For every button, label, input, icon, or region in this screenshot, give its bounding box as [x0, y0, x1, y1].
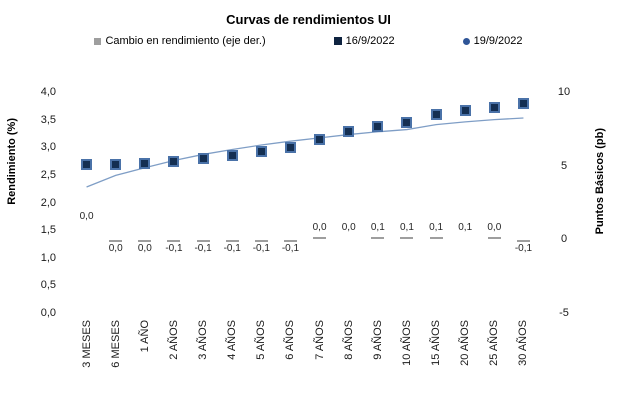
left-axis-tick: 2,5 — [40, 168, 56, 181]
legend-item-change: Cambio en rendimiento (eje der.) — [94, 35, 266, 47]
gray-bar-legend-icon — [94, 37, 102, 45]
x-axis-category-label: 8 AÑOS — [342, 320, 355, 360]
left-axis-tick: 0,5 — [40, 279, 56, 292]
left-axis-tick: 2,0 — [40, 196, 56, 209]
left-axis-tick: 4,0 — [40, 86, 56, 98]
change-value-label: -0,1 — [194, 243, 212, 255]
x-axis-category-label: 6 AÑOS — [284, 320, 297, 360]
right-axis-tick: 10 — [557, 86, 571, 98]
x-axis-category-label: 30 AÑOS — [517, 320, 530, 366]
data-point-16-9 — [168, 156, 180, 168]
left-axis-tick: 1,5 — [40, 224, 56, 237]
yield-line-path — [86, 117, 524, 188]
data-point-16-9 — [343, 126, 355, 138]
x-axis-category-label: 6 MESES — [109, 320, 122, 368]
right-axis-tick: -5 — [559, 306, 569, 319]
change-bar-dash — [313, 236, 327, 239]
change-value-label: 0,0 — [79, 211, 94, 223]
chart-legend: Cambio en rendimiento (eje der.) 16/9/20… — [0, 35, 617, 47]
change-bar-dash — [429, 236, 443, 239]
change-bar-dash — [487, 236, 501, 239]
change-bar-dash — [167, 239, 181, 242]
x-axis-category-label: 7 AÑOS — [313, 320, 326, 360]
change-bar-dash — [225, 239, 239, 242]
data-point-16-9 — [488, 101, 500, 113]
x-axis-category-label: 3 AÑOS — [197, 320, 210, 360]
x-axis-category-label: 5 AÑOS — [255, 320, 268, 360]
legend-item-16-9-2022: 16/9/2022 — [333, 35, 395, 47]
change-value-label: 0,1 — [429, 222, 444, 234]
data-point-16-9 — [197, 153, 209, 165]
change-bar-dash — [138, 239, 152, 242]
change-value-label: -0,1 — [223, 243, 241, 255]
change-value-label: 0,0 — [137, 243, 152, 255]
left-axis-tick-labels: 4,0 3,5 3,0 2,5 2,0 1,5 1,0 0,5 0,0 — [30, 85, 56, 320]
change-value-label: -0,1 — [252, 243, 270, 255]
left-axis-tick: 0,0 — [40, 307, 56, 319]
x-axis-category-label: 2 AÑOS — [167, 320, 180, 360]
legend-label-19-9-2022: 19/9/2022 — [473, 35, 523, 47]
legend-label-change: Cambio en rendimiento (eje der.) — [105, 35, 266, 47]
left-axis-tick: 3,5 — [40, 113, 56, 126]
data-point-16-9 — [81, 159, 93, 171]
data-point-16-9 — [517, 97, 529, 109]
change-bar-dash — [371, 236, 385, 239]
data-point-16-9 — [284, 141, 296, 153]
x-axis-category-label: 20 AÑOS — [459, 320, 472, 366]
change-bar-dash — [196, 239, 210, 242]
x-axis-category-label: 25 AÑOS — [488, 320, 501, 366]
right-axis-tick-labels: 10 5 0 -5 — [552, 85, 576, 320]
x-axis-category-label: 15 AÑOS — [430, 320, 443, 366]
change-value-label: 0,1 — [399, 222, 414, 234]
change-bar-dash — [283, 239, 297, 242]
change-value-label: 0,1 — [458, 222, 473, 234]
data-point-16-9 — [110, 158, 122, 170]
navy-square-legend-icon — [333, 37, 342, 45]
left-axis-tick: 3,0 — [40, 141, 56, 154]
right-axis-tick: 5 — [560, 159, 568, 172]
left-axis-tick: 1,0 — [40, 251, 56, 264]
data-point-16-9 — [314, 134, 326, 145]
x-axis-category-label: 3 MESES — [80, 320, 93, 368]
x-axis-category-label: 10 AÑOS — [400, 320, 413, 366]
data-point-16-9 — [372, 120, 384, 132]
data-point-16-9 — [226, 150, 238, 162]
change-value-label: 0,0 — [487, 222, 502, 234]
change-value-label: 0,0 — [312, 222, 327, 234]
change-bar-dash — [400, 236, 414, 239]
data-point-16-9 — [401, 116, 413, 128]
chart-title: Curvas de rendimientos UI — [226, 12, 391, 27]
change-bar-dash — [254, 239, 268, 242]
change-bar-dash — [516, 239, 530, 242]
right-axis-tick: 0 — [560, 233, 568, 246]
x-axis-category-label: 1 AÑO — [138, 320, 151, 353]
data-point-16-9 — [459, 105, 471, 117]
data-point-16-9 — [255, 146, 267, 158]
change-bar-dash — [109, 239, 123, 242]
legend-item-19-9-2022: 19/9/2022 — [462, 35, 523, 47]
x-axis-category-label: 4 AÑOS — [226, 320, 239, 360]
blue-dot-legend-icon — [462, 37, 470, 45]
legend-label-16-9-2022: 16/9/2022 — [345, 35, 395, 47]
change-value-label: 0,1 — [370, 222, 385, 234]
change-value-label: -0,1 — [281, 243, 300, 255]
change-value-label: -0,1 — [514, 243, 533, 255]
change-value-label: 0,0 — [108, 243, 123, 255]
data-point-16-9 — [430, 108, 442, 120]
change-value-label: 0,0 — [341, 222, 356, 234]
data-point-16-9 — [139, 157, 151, 169]
change-value-label: -0,1 — [165, 243, 183, 255]
x-axis-category-label: 9 AÑOS — [371, 320, 384, 360]
